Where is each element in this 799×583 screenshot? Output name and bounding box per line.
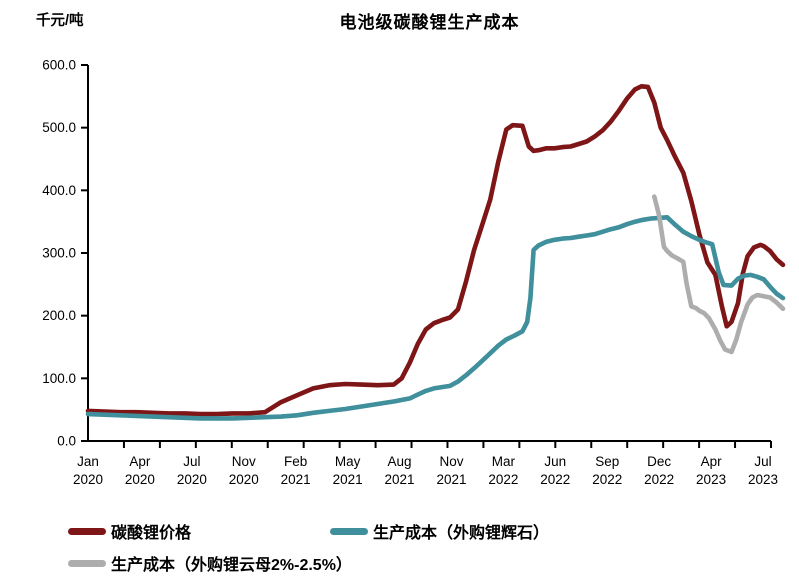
svg-text:2022: 2022 bbox=[644, 472, 674, 487]
line-chart-plot-area: 0.0 100.0 200.0 300.0 400.0 500.0 600.0 Jan 2020… bbox=[42, 58, 786, 487]
svg-text:2022: 2022 bbox=[488, 472, 518, 487]
svg-text:500.0: 500.0 bbox=[42, 120, 76, 135]
legend-item-lepidolite-cost: 生产成本（外购锂云母2%-2.5%） bbox=[68, 552, 352, 574]
svg-text:600.0: 600.0 bbox=[42, 58, 76, 73]
svg-text:2021: 2021 bbox=[436, 472, 466, 487]
svg-text:2022: 2022 bbox=[592, 472, 622, 487]
svg-text:Nov: Nov bbox=[232, 454, 256, 469]
svg-text:2021: 2021 bbox=[385, 472, 415, 487]
svg-text:May: May bbox=[335, 454, 361, 469]
svg-text:2020: 2020 bbox=[177, 472, 207, 487]
svg-text:2023: 2023 bbox=[748, 472, 778, 487]
svg-text:Sep: Sep bbox=[595, 454, 619, 469]
svg-text:100.0: 100.0 bbox=[42, 371, 76, 386]
svg-text:Jun: Jun bbox=[544, 454, 566, 469]
svg-text:2023: 2023 bbox=[696, 472, 726, 487]
legend-swatch-spodumene-line bbox=[330, 527, 368, 535]
legend-label-price: 碳酸锂价格 bbox=[111, 525, 192, 542]
legend-label-spodumene-cost: 生产成本（外购锂辉石） bbox=[373, 525, 550, 542]
svg-text:2020: 2020 bbox=[229, 472, 259, 487]
svg-text:2021: 2021 bbox=[281, 472, 311, 487]
legend-item-price: 碳酸锂价格 bbox=[68, 520, 191, 542]
svg-text:Jul: Jul bbox=[183, 454, 200, 469]
svg-text:0.0: 0.0 bbox=[57, 434, 76, 449]
svg-text:Mar: Mar bbox=[492, 454, 516, 469]
svg-text:2022: 2022 bbox=[540, 472, 570, 487]
y-axis-unit-label: 千元/吨 bbox=[36, 13, 84, 29]
svg-text:Apr: Apr bbox=[701, 454, 723, 469]
svg-text:Jul: Jul bbox=[754, 454, 771, 469]
svg-text:300.0: 300.0 bbox=[42, 246, 76, 261]
svg-text:2021: 2021 bbox=[333, 472, 363, 487]
svg-text:Dec: Dec bbox=[647, 454, 671, 469]
svg-text:2020: 2020 bbox=[125, 472, 155, 487]
svg-text:Jan: Jan bbox=[77, 454, 99, 469]
legend-swatch-lepidolite-line bbox=[68, 559, 106, 567]
legend-label-lepidolite-cost: 生产成本（外购锂云母2%-2.5%） bbox=[111, 557, 352, 574]
svg-text:200.0: 200.0 bbox=[42, 308, 76, 323]
svg-text:Nov: Nov bbox=[439, 454, 463, 469]
chart-title: 电池级碳酸锂生产成本 bbox=[339, 13, 520, 32]
svg-text:Apr: Apr bbox=[129, 454, 151, 469]
svg-text:400.0: 400.0 bbox=[42, 183, 76, 198]
svg-text:Aug: Aug bbox=[388, 454, 412, 469]
svg-text:2020: 2020 bbox=[73, 472, 103, 487]
legend-swatch-price-line bbox=[68, 527, 106, 535]
legend-item-spodumene-cost: 生产成本（外购锂辉石） bbox=[330, 520, 549, 542]
svg-text:Feb: Feb bbox=[284, 454, 307, 469]
